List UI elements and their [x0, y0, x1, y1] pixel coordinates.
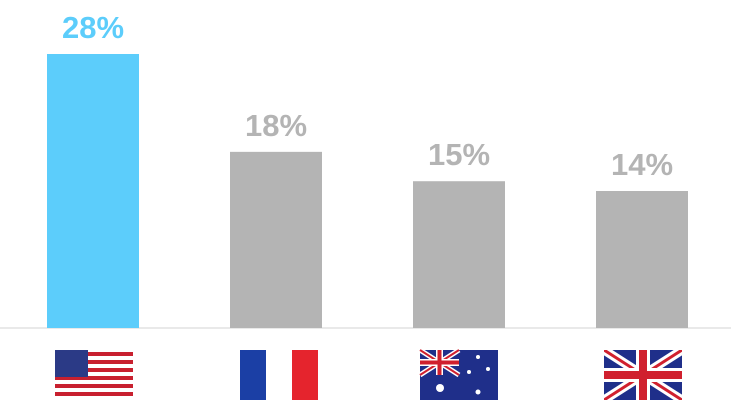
value-label: 28%: [62, 10, 124, 45]
bar: [47, 54, 139, 328]
flag-uk: [604, 350, 682, 400]
flag-us: [55, 350, 133, 400]
value-label: 18%: [245, 108, 307, 143]
value-label: 14%: [611, 147, 673, 182]
value-label: 15%: [428, 137, 490, 172]
flag-australia: [418, 347, 498, 400]
bar: [413, 181, 505, 328]
bar: [230, 151, 322, 328]
bar: [596, 191, 688, 328]
flag-france: [240, 350, 318, 400]
